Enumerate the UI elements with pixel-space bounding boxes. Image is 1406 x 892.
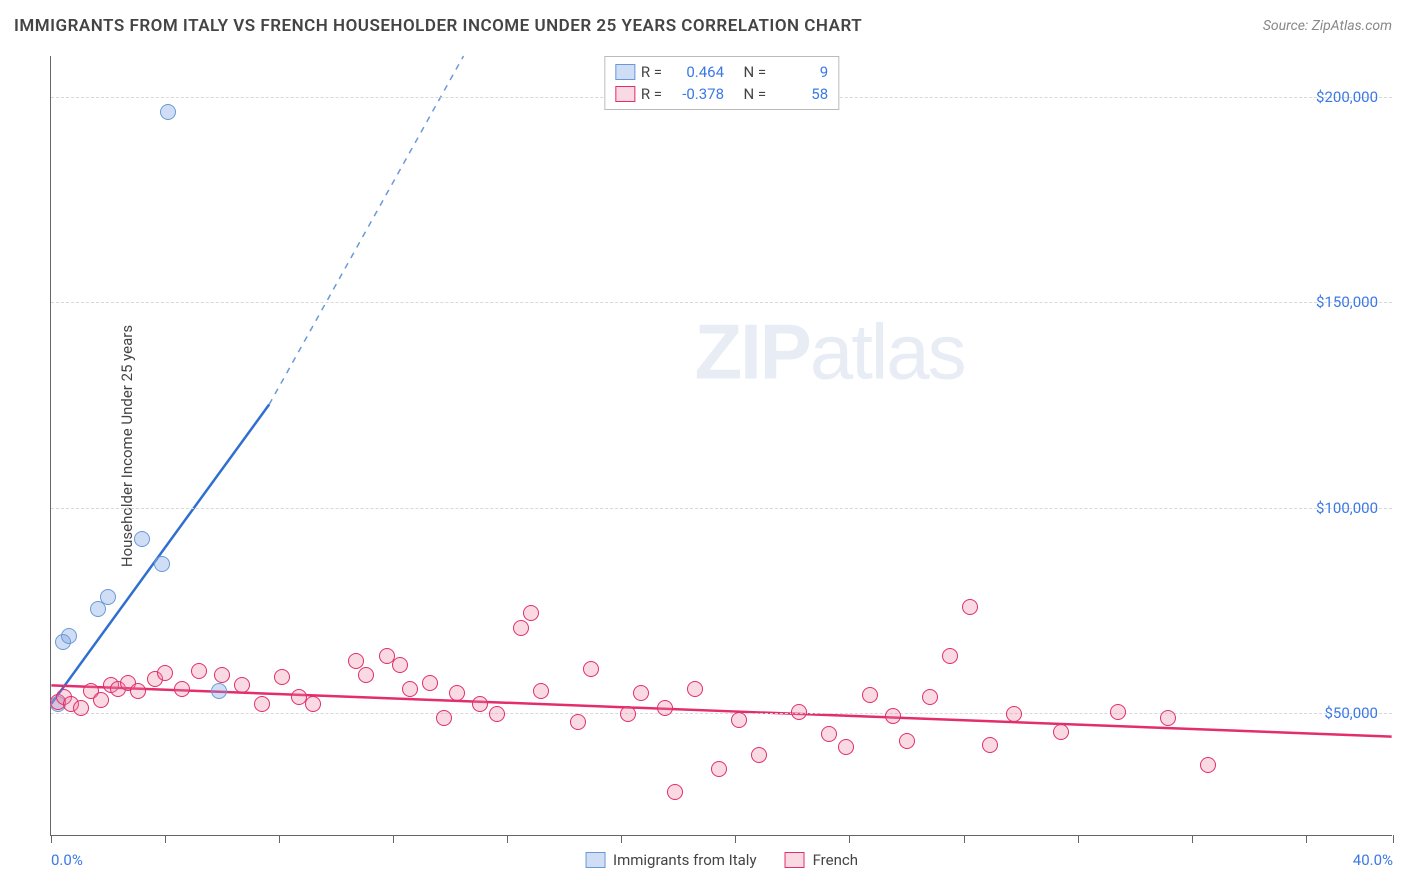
- data-point: [274, 669, 290, 685]
- x-tick: [1393, 835, 1394, 843]
- swatch-icon: [785, 852, 805, 868]
- data-point: [100, 589, 116, 605]
- x-tick-label: 0.0%: [51, 851, 83, 869]
- y-tick-label: $50,000: [1324, 704, 1378, 722]
- swatch-icon: [585, 852, 605, 868]
- data-point: [687, 681, 703, 697]
- data-point: [348, 653, 364, 669]
- series-legend-item: French: [785, 851, 858, 869]
- series-legend: Immigrants from Italy French: [585, 851, 858, 869]
- y-tick-label: $100,000: [1316, 499, 1378, 517]
- data-point: [583, 661, 599, 677]
- swatch-icon: [615, 86, 635, 102]
- data-point: [305, 696, 321, 712]
- data-point: [821, 726, 837, 742]
- data-point: [211, 683, 227, 699]
- x-tick: [507, 835, 508, 843]
- data-point: [1110, 704, 1126, 720]
- data-point: [862, 687, 878, 703]
- data-point: [922, 689, 938, 705]
- data-point: [523, 605, 539, 621]
- data-point: [402, 681, 418, 697]
- stats-legend-row: R =0.464 N =9: [615, 61, 828, 83]
- data-point: [533, 683, 549, 699]
- data-point: [134, 531, 150, 547]
- x-tick: [393, 835, 394, 843]
- x-tick: [849, 835, 850, 843]
- data-point: [392, 657, 408, 673]
- data-point: [731, 712, 747, 728]
- data-point: [711, 761, 727, 777]
- data-point: [570, 714, 586, 730]
- data-point: [422, 675, 438, 691]
- x-tick: [1078, 835, 1079, 843]
- data-point: [1006, 706, 1022, 722]
- data-point: [472, 696, 488, 712]
- data-point: [61, 628, 77, 644]
- data-point: [73, 700, 89, 716]
- data-point: [657, 700, 673, 716]
- data-point: [942, 648, 958, 664]
- gridline: [51, 713, 1392, 714]
- data-point: [838, 739, 854, 755]
- x-tick: [735, 835, 736, 843]
- y-tick-label: $200,000: [1316, 88, 1378, 106]
- data-point: [1200, 757, 1216, 773]
- data-point: [214, 667, 230, 683]
- data-point: [1053, 724, 1069, 740]
- y-tick-label: $150,000: [1316, 293, 1378, 311]
- data-point: [174, 681, 190, 697]
- source-label: Source: ZipAtlas.com: [1263, 18, 1392, 34]
- x-tick: [1306, 835, 1307, 843]
- data-point: [93, 692, 109, 708]
- x-tick: [1192, 835, 1193, 843]
- x-tick: [621, 835, 622, 843]
- stats-legend: R =0.464 N =9R =-0.378 N =58: [604, 56, 839, 110]
- data-point: [191, 663, 207, 679]
- series-name: French: [813, 851, 858, 869]
- data-point: [1160, 710, 1176, 726]
- watermark: ZIPatlas: [694, 307, 964, 398]
- trend-lines: [51, 56, 1392, 835]
- swatch-icon: [615, 64, 635, 80]
- data-point: [160, 104, 176, 120]
- data-point: [667, 784, 683, 800]
- data-point: [899, 733, 915, 749]
- chart-title: IMMIGRANTS FROM ITALY VS FRENCH HOUSEHOL…: [14, 16, 862, 36]
- data-point: [982, 737, 998, 753]
- data-point: [154, 556, 170, 572]
- data-point: [254, 696, 270, 712]
- x-tick: [51, 835, 52, 843]
- data-point: [449, 685, 465, 701]
- x-tick: [279, 835, 280, 843]
- x-tick: [165, 835, 166, 843]
- series-name: Immigrants from Italy: [613, 851, 757, 869]
- plot-area: ZIPatlas R =0.464 N =9R =-0.378 N =58 Im…: [50, 56, 1392, 836]
- data-point: [234, 677, 250, 693]
- data-point: [885, 708, 901, 724]
- data-point: [130, 683, 146, 699]
- stats-legend-row: R =-0.378 N =58: [615, 83, 828, 105]
- data-point: [157, 665, 173, 681]
- data-point: [358, 667, 374, 683]
- x-tick: [964, 835, 965, 843]
- data-point: [962, 599, 978, 615]
- data-point: [489, 706, 505, 722]
- gridline: [51, 302, 1392, 303]
- data-point: [751, 747, 767, 763]
- data-point: [633, 685, 649, 701]
- data-point: [620, 706, 636, 722]
- series-legend-item: Immigrants from Italy: [585, 851, 757, 869]
- data-point: [513, 620, 529, 636]
- x-tick-label: 40.0%: [1353, 851, 1393, 869]
- gridline: [51, 508, 1392, 509]
- data-point: [436, 710, 452, 726]
- data-point: [791, 704, 807, 720]
